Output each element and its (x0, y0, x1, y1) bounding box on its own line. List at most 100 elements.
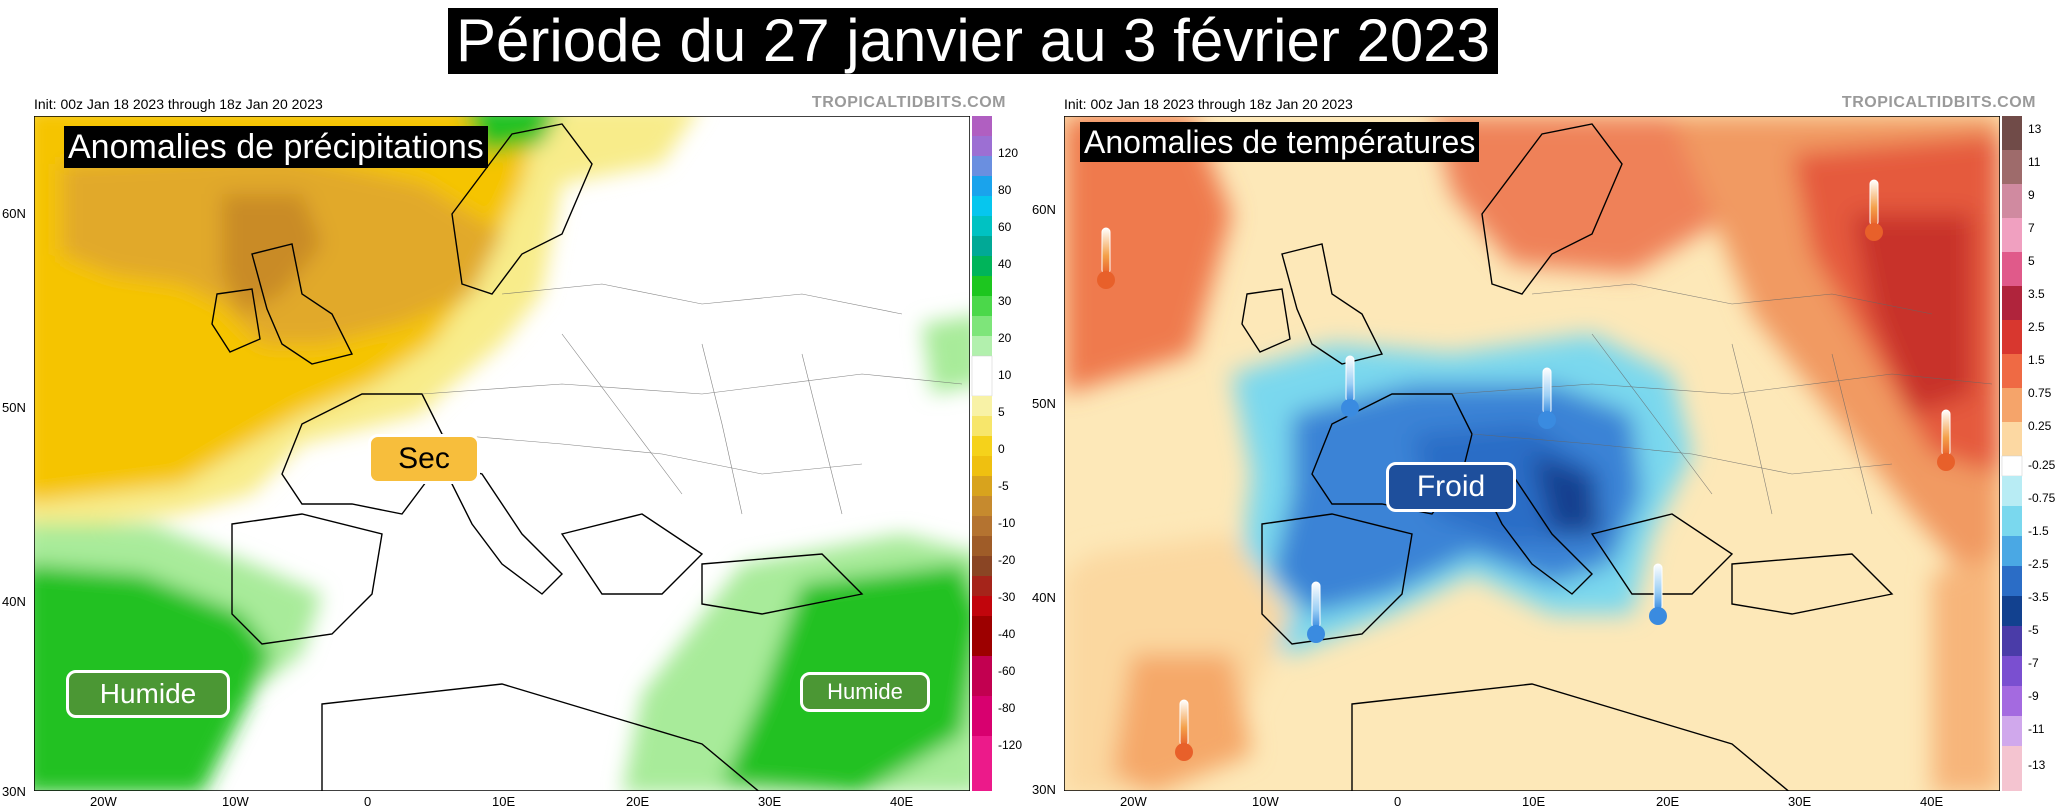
label-sec: Sec (368, 434, 480, 484)
thermometer-cold-icon (1307, 581, 1325, 643)
lat-label: 30N (1032, 782, 1056, 797)
thermometer-warm-icon (1865, 179, 1883, 241)
cb-label: 0.25 (2028, 419, 2052, 433)
italy-outline (1470, 462, 1593, 595)
lon-label: 10W (1252, 794, 1279, 809)
ireland-outline (1241, 288, 1291, 353)
lon-label: 40E (890, 794, 914, 809)
precipitation-colorbar (971, 116, 993, 791)
cb-label: 0.75 (2028, 386, 2052, 400)
credit-text: TROPICALTIDBITS.COM (1841, 94, 2036, 111)
lon-label: 10E (1522, 794, 1546, 809)
temperature-overlay-title: Anomalies de températures (1080, 122, 1480, 162)
precipitation-panel: Init: 00z Jan 18 2023 through 18z Jan 20… (2, 94, 1022, 810)
cb-label: -40 (998, 627, 1016, 641)
iberia-outline (1261, 513, 1413, 645)
cb-label: 120 (998, 146, 1019, 160)
cb-label: -5 (2028, 623, 2039, 637)
balkans-outline (560, 513, 704, 595)
north-africa-outline (1351, 683, 1790, 791)
cb-label: -10 (998, 516, 1016, 530)
cb-label: -80 (998, 701, 1016, 715)
cb-label: 13 (2028, 122, 2042, 136)
credit-text: TROPICALTIDBITS.COM (811, 94, 1006, 111)
great-britain-outline (1281, 243, 1384, 365)
balkans-outline (1590, 513, 1734, 595)
cb-label: 5 (998, 405, 1005, 419)
iberia-outline (231, 513, 383, 645)
turkey-outline (701, 553, 864, 615)
lat-label: 60N (2, 206, 26, 221)
cb-label: 3.5 (2028, 287, 2045, 301)
cb-label: 80 (998, 183, 1012, 197)
cb-label: 30 (998, 294, 1012, 308)
cb-label: 0 (998, 442, 1005, 456)
cb-label: 11 (2028, 155, 2041, 169)
temperature-colorbar (2001, 116, 2023, 791)
thermometer-cold-icon (1538, 367, 1556, 429)
temperature-map (1064, 116, 2023, 791)
cb-label: 1.5 (2028, 353, 2045, 367)
cb-label: -0.25 (2028, 458, 2056, 472)
cb-label: -30 (998, 590, 1016, 604)
thermometer-cold-icon (1649, 563, 1667, 625)
label-froid: Froid (1386, 462, 1516, 512)
cb-label: -7 (2028, 656, 2039, 670)
cb-label: -5 (998, 479, 1009, 493)
lon-label: 40E (1920, 794, 1944, 809)
cb-label: -0.75 (2028, 491, 2056, 505)
lon-label: 10E (492, 794, 516, 809)
init-text: Init: 00z Jan 18 2023 through 18z Jan 20… (34, 96, 323, 112)
cb-label: 5 (2028, 254, 2035, 268)
cb-label: -60 (998, 664, 1016, 678)
lon-label: 20W (1120, 794, 1147, 809)
lat-label: 30N (2, 784, 26, 799)
label-humide-west: Humide (66, 670, 230, 718)
cb-label: 2.5 (2028, 320, 2045, 334)
thermometer-cold-icon (1341, 355, 1359, 417)
lon-label: 10W (222, 794, 249, 809)
thermometer-warm-icon (1097, 227, 1115, 289)
page-title: Période du 27 janvier au 3 février 2023 (448, 8, 1499, 74)
lon-label: 20W (90, 794, 117, 809)
lat-label: 60N (1032, 202, 1056, 217)
lat-label: 50N (2, 400, 26, 415)
thermometer-warm-icon (1175, 699, 1193, 761)
lon-label: 30E (1788, 794, 1812, 809)
cb-label: 10 (998, 368, 1012, 382)
lon-label: 20E (1656, 794, 1680, 809)
lon-label: 0 (1394, 794, 1402, 809)
ireland-outline (211, 288, 261, 353)
precipitation-overlay-title: Anomalies de précipitations (64, 126, 488, 168)
cb-label: 7 (2028, 221, 2035, 235)
label-humide-east: Humide (800, 672, 930, 712)
thermometer-warm-icon (1937, 409, 1955, 471)
cb-label: -3.5 (2028, 590, 2049, 604)
cb-label: -9 (2028, 689, 2039, 703)
scandinavia-outline (1481, 123, 1623, 295)
cb-label: -2.5 (2028, 557, 2049, 571)
scandinavia-outline (451, 123, 593, 295)
init-text: Init: 00z Jan 18 2023 through 18z Jan 20… (1064, 96, 1353, 112)
cb-label: -13 (2028, 758, 2046, 772)
italy-outline (440, 462, 563, 595)
cb-label: -20 (998, 553, 1016, 567)
cb-label: -120 (998, 738, 1023, 752)
lat-label: 40N (1032, 590, 1056, 605)
france-outline (281, 393, 443, 515)
cb-label: 60 (998, 220, 1012, 234)
cb-label: 40 (998, 257, 1012, 271)
lat-label: 50N (1032, 396, 1056, 411)
lon-label: 30E (758, 794, 782, 809)
great-britain-outline (251, 243, 354, 365)
cb-label: -1.5 (2028, 524, 2049, 538)
lon-label: 20E (626, 794, 650, 809)
turkey-outline (1731, 553, 1894, 615)
lon-label: 0 (364, 794, 372, 809)
temperature-panel: Init: 00z Jan 18 2023 through 18z Jan 20… (1032, 94, 2055, 810)
cb-label: 20 (998, 331, 1012, 345)
cb-label: -11 (2028, 722, 2045, 736)
cb-label: 9 (2028, 188, 2035, 202)
north-africa-outline (321, 683, 760, 791)
lat-label: 40N (2, 594, 26, 609)
